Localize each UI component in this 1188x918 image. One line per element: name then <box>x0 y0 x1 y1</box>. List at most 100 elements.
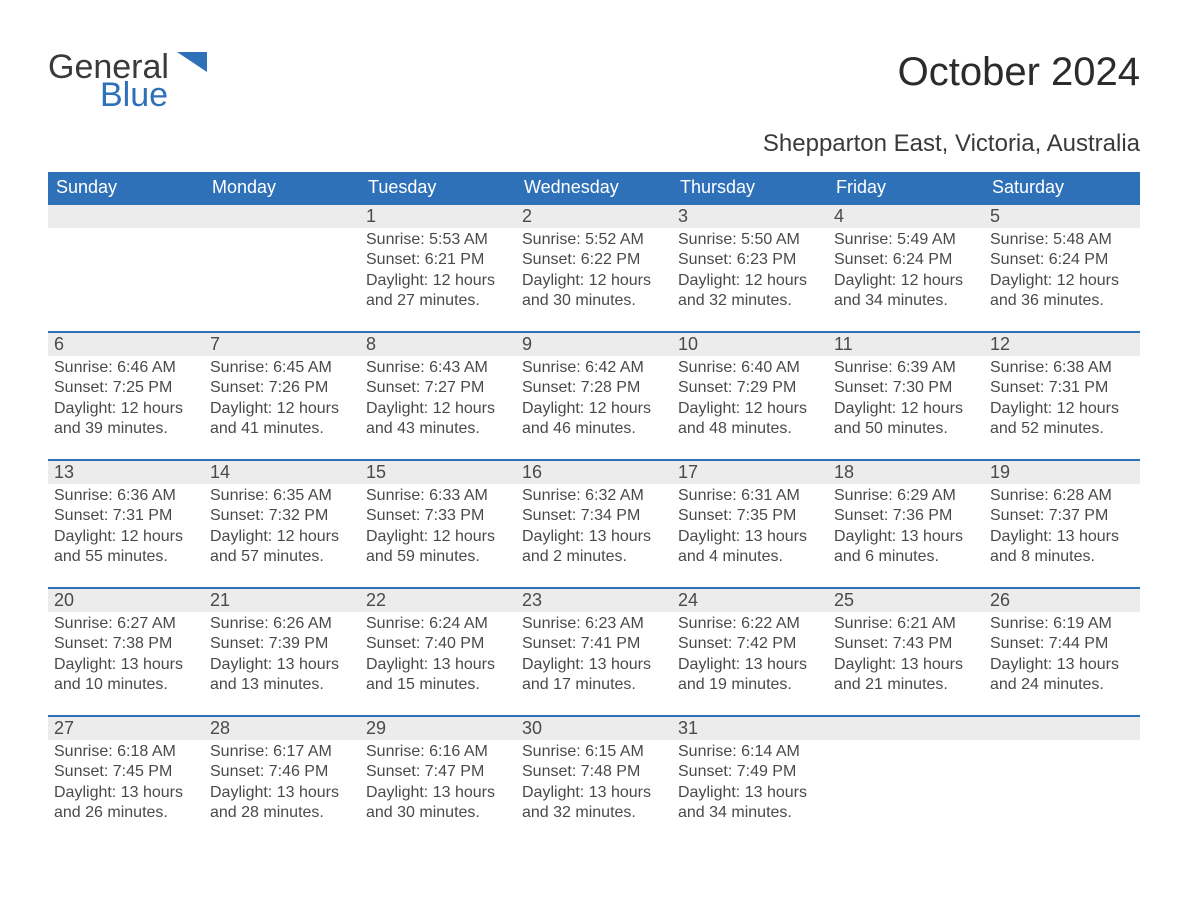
sunset-value: 6:21 PM <box>425 251 485 268</box>
day-body: Sunrise: 5:48 AMSunset: 6:24 PMDaylight:… <box>984 228 1140 318</box>
sunrise-line: Sunrise: 6:31 AM <box>678 486 822 506</box>
day-number: 13 <box>48 459 204 484</box>
sunset-label: Sunset: <box>522 251 576 268</box>
sunrise-label: Sunrise: <box>210 743 269 760</box>
sunrise-line: Sunrise: 6:36 AM <box>54 486 198 506</box>
calendar-day-cell: 26Sunrise: 6:19 AMSunset: 7:44 PMDayligh… <box>984 587 1140 715</box>
sunset-label: Sunset: <box>366 379 420 396</box>
daylight-label: Daylight: <box>522 400 584 417</box>
sunset-line: Sunset: 7:29 PM <box>678 378 822 398</box>
daylight-line: Daylight: 13 hours and 10 minutes. <box>54 655 198 696</box>
daylight-label: Daylight: <box>678 528 740 545</box>
sunset-line: Sunset: 6:24 PM <box>834 250 978 270</box>
day-number: 12 <box>984 331 1140 356</box>
sunset-line: Sunset: 6:21 PM <box>366 250 510 270</box>
sunset-line: Sunset: 7:48 PM <box>522 762 666 782</box>
day-number: 2 <box>516 203 672 228</box>
daylight-line: Daylight: 12 hours and 39 minutes. <box>54 399 198 440</box>
daylight-line: Daylight: 12 hours and 34 minutes. <box>834 271 978 312</box>
calendar-day-cell: 17Sunrise: 6:31 AMSunset: 7:35 PMDayligh… <box>672 459 828 587</box>
sunset-value: 7:25 PM <box>113 379 173 396</box>
calendar-week-row: 13Sunrise: 6:36 AMSunset: 7:31 PMDayligh… <box>48 459 1140 587</box>
sunset-value: 6:22 PM <box>581 251 641 268</box>
calendar-day-cell: 9Sunrise: 6:42 AMSunset: 7:28 PMDaylight… <box>516 331 672 459</box>
sunrise-label: Sunrise: <box>522 487 581 504</box>
sunrise-label: Sunrise: <box>366 359 425 376</box>
daylight-label: Daylight: <box>366 656 428 673</box>
sunset-value: 7:28 PM <box>581 379 641 396</box>
day-number: 8 <box>360 331 516 356</box>
calendar-day-cell: 19Sunrise: 6:28 AMSunset: 7:37 PMDayligh… <box>984 459 1140 587</box>
day-number: 24 <box>672 587 828 612</box>
sunset-line: Sunset: 7:31 PM <box>990 378 1134 398</box>
sunrise-value: 6:35 AM <box>273 487 332 504</box>
sunrise-line: Sunrise: 6:32 AM <box>522 486 666 506</box>
sunset-line: Sunset: 6:22 PM <box>522 250 666 270</box>
sunset-label: Sunset: <box>678 379 732 396</box>
calendar-day-cell: 4Sunrise: 5:49 AMSunset: 6:24 PMDaylight… <box>828 203 984 331</box>
sunrise-value: 6:39 AM <box>897 359 956 376</box>
sunrise-label: Sunrise: <box>54 743 113 760</box>
calendar-day-cell: 30Sunrise: 6:15 AMSunset: 7:48 PMDayligh… <box>516 715 672 843</box>
daylight-line: Daylight: 12 hours and 30 minutes. <box>522 271 666 312</box>
sunrise-label: Sunrise: <box>366 743 425 760</box>
calendar-day-cell <box>48 203 204 331</box>
daylight-line: Daylight: 13 hours and 6 minutes. <box>834 527 978 568</box>
calendar-day-cell: 1Sunrise: 5:53 AMSunset: 6:21 PMDaylight… <box>360 203 516 331</box>
daylight-label: Daylight: <box>678 784 740 801</box>
weekday-header: Monday <box>204 172 360 203</box>
sunset-value: 7:31 PM <box>1049 379 1109 396</box>
daylight-label: Daylight: <box>678 400 740 417</box>
daylight-label: Daylight: <box>54 656 116 673</box>
sunset-value: 7:34 PM <box>581 507 641 524</box>
sunset-line: Sunset: 6:24 PM <box>990 250 1134 270</box>
weekday-header-row: SundayMondayTuesdayWednesdayThursdayFrid… <box>48 172 1140 203</box>
sunrise-value: 6:19 AM <box>1053 615 1112 632</box>
daylight-line: Daylight: 13 hours and 2 minutes. <box>522 527 666 568</box>
day-body: Sunrise: 6:33 AMSunset: 7:33 PMDaylight:… <box>360 484 516 574</box>
day-number-empty <box>204 203 360 228</box>
sunset-label: Sunset: <box>54 379 108 396</box>
page-title: October 2024 <box>898 50 1140 95</box>
sunrise-line: Sunrise: 6:17 AM <box>210 742 354 762</box>
day-number: 16 <box>516 459 672 484</box>
sunset-value: 7:40 PM <box>425 635 485 652</box>
sunrise-line: Sunrise: 6:45 AM <box>210 358 354 378</box>
day-body: Sunrise: 6:26 AMSunset: 7:39 PMDaylight:… <box>204 612 360 702</box>
day-number: 9 <box>516 331 672 356</box>
sunrise-label: Sunrise: <box>990 359 1049 376</box>
day-body: Sunrise: 6:14 AMSunset: 7:49 PMDaylight:… <box>672 740 828 830</box>
sunrise-line: Sunrise: 5:48 AM <box>990 230 1134 250</box>
calendar-day-cell: 22Sunrise: 6:24 AMSunset: 7:40 PMDayligh… <box>360 587 516 715</box>
sunset-line: Sunset: 7:33 PM <box>366 506 510 526</box>
sunset-line: Sunset: 7:30 PM <box>834 378 978 398</box>
calendar-day-cell: 16Sunrise: 6:32 AMSunset: 7:34 PMDayligh… <box>516 459 672 587</box>
day-body: Sunrise: 6:24 AMSunset: 7:40 PMDaylight:… <box>360 612 516 702</box>
sunset-label: Sunset: <box>54 635 108 652</box>
sunrise-label: Sunrise: <box>834 615 893 632</box>
day-number: 25 <box>828 587 984 612</box>
calendar-week-row: 6Sunrise: 6:46 AMSunset: 7:25 PMDaylight… <box>48 331 1140 459</box>
day-body: Sunrise: 6:45 AMSunset: 7:26 PMDaylight:… <box>204 356 360 446</box>
day-number: 19 <box>984 459 1140 484</box>
day-body: Sunrise: 5:50 AMSunset: 6:23 PMDaylight:… <box>672 228 828 318</box>
day-number: 20 <box>48 587 204 612</box>
sunset-line: Sunset: 7:35 PM <box>678 506 822 526</box>
sunset-value: 7:49 PM <box>737 763 797 780</box>
sunset-line: Sunset: 7:41 PM <box>522 634 666 654</box>
day-body: Sunrise: 6:18 AMSunset: 7:45 PMDaylight:… <box>48 740 204 830</box>
sunrise-value: 5:48 AM <box>1053 231 1112 248</box>
daylight-line: Daylight: 13 hours and 32 minutes. <box>522 783 666 824</box>
daylight-line: Daylight: 13 hours and 34 minutes. <box>678 783 822 824</box>
sunset-value: 7:42 PM <box>737 635 797 652</box>
sunrise-label: Sunrise: <box>522 743 581 760</box>
calendar-day-cell: 14Sunrise: 6:35 AMSunset: 7:32 PMDayligh… <box>204 459 360 587</box>
daylight-line: Daylight: 13 hours and 28 minutes. <box>210 783 354 824</box>
day-number: 18 <box>828 459 984 484</box>
day-number: 7 <box>204 331 360 356</box>
sunrise-value: 6:27 AM <box>117 615 176 632</box>
day-number: 26 <box>984 587 1140 612</box>
sunrise-line: Sunrise: 6:42 AM <box>522 358 666 378</box>
sunrise-label: Sunrise: <box>366 231 425 248</box>
calendar-day-cell: 7Sunrise: 6:45 AMSunset: 7:26 PMDaylight… <box>204 331 360 459</box>
